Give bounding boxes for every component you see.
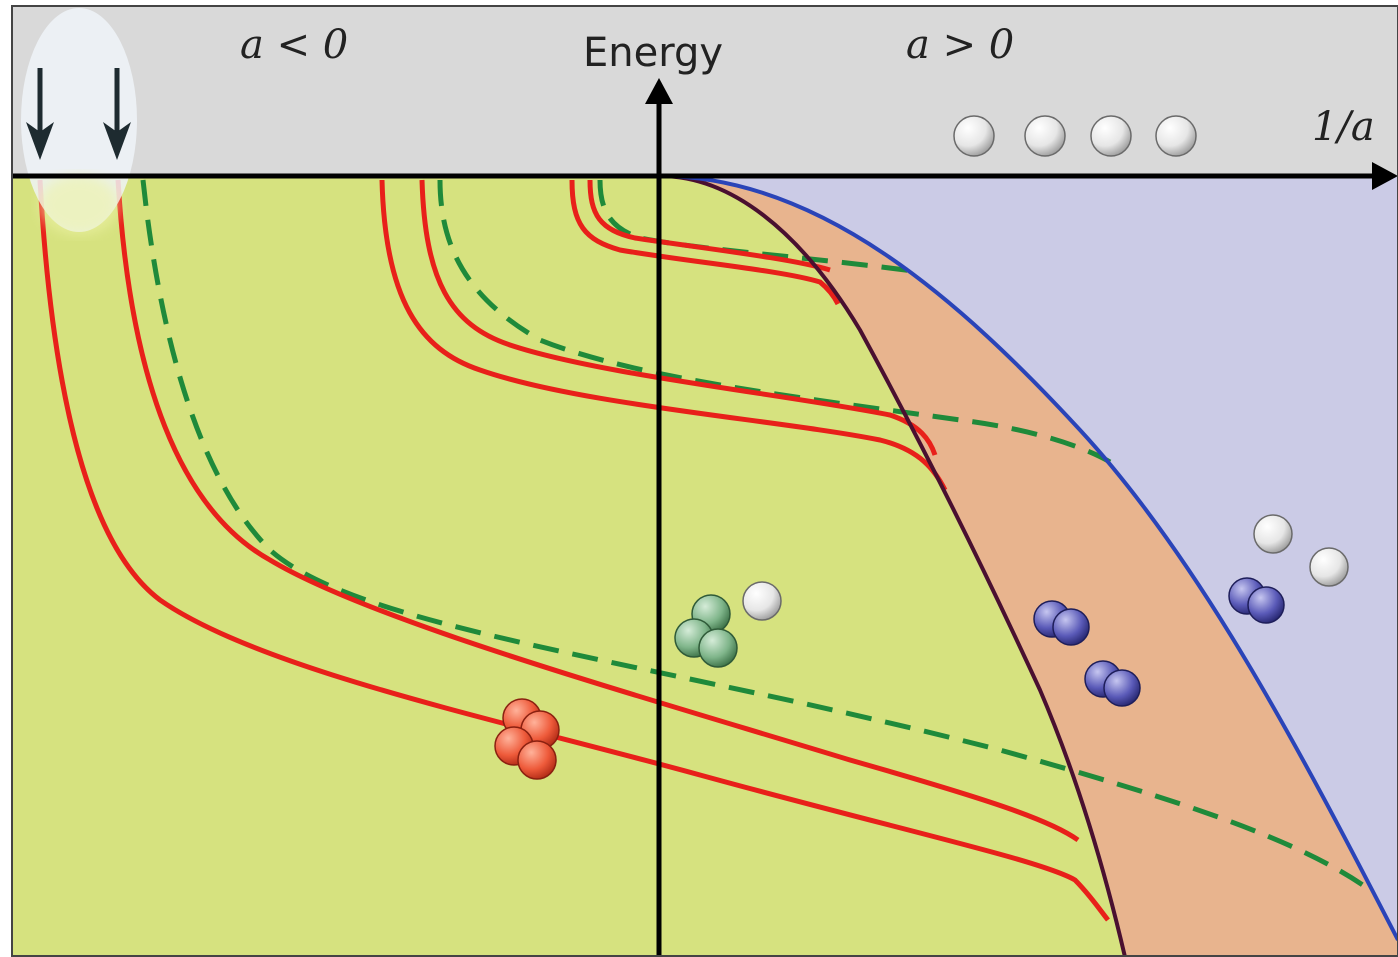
highlight-glow bbox=[39, 175, 119, 235]
inverse-a-axis-arrowhead bbox=[1372, 162, 1398, 190]
red-curve bbox=[37, 179, 1110, 922]
dimer-threshold bbox=[659, 174, 1398, 941]
a-negative-label: a < 0 bbox=[240, 22, 348, 68]
red-curve bbox=[115, 179, 1080, 843]
down-arrow-icon bbox=[26, 68, 54, 160]
red-curve bbox=[569, 179, 841, 306]
red-curve bbox=[419, 179, 938, 456]
energy-axis-arrowhead bbox=[645, 78, 673, 104]
dimer-pair-group bbox=[1033, 600, 1141, 707]
inverse-a-axis-label: 1/a bbox=[1312, 104, 1375, 150]
green-dashed-curve bbox=[437, 179, 1112, 465]
down-arrow-icon bbox=[103, 68, 131, 160]
atom-icon bbox=[1309, 547, 1349, 587]
efimov-dashed-curves bbox=[140, 179, 1372, 893]
red-curve bbox=[379, 179, 948, 492]
atom-icon bbox=[742, 581, 782, 621]
red-curve bbox=[587, 179, 831, 273]
free-atoms-group bbox=[953, 115, 1197, 157]
atom-icon bbox=[1090, 115, 1132, 157]
green-dashed-curve bbox=[597, 179, 921, 275]
energy-axis-label: Energy bbox=[583, 30, 723, 76]
atom-icon bbox=[1155, 115, 1197, 157]
atom-icon bbox=[1253, 514, 1293, 554]
trimer-icon bbox=[674, 594, 738, 668]
dimer-icon bbox=[1228, 577, 1285, 624]
dimer-icon bbox=[1084, 660, 1141, 707]
green-dashed-curve bbox=[140, 179, 1372, 893]
a-positive-label: a > 0 bbox=[906, 22, 1014, 68]
atom-dimer-threshold bbox=[659, 174, 1127, 956]
atom-icon bbox=[1024, 115, 1066, 157]
efimov-trimer-curves bbox=[37, 179, 1110, 922]
trimer-plus-atom-group bbox=[674, 581, 782, 668]
dimer-plus-atoms-group bbox=[1228, 514, 1349, 624]
dimer-icon bbox=[1033, 600, 1090, 646]
panel-border bbox=[11, 5, 1398, 957]
atom-icon bbox=[953, 115, 995, 157]
tetramer-icon bbox=[494, 698, 560, 780]
continuum-region bbox=[660, 176, 1398, 940]
